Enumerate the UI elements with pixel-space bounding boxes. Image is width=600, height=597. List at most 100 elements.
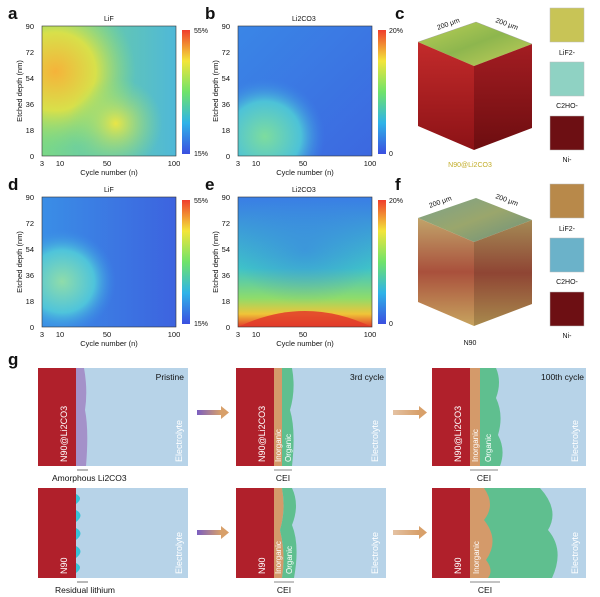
g-p1-caption: Amorphous Li2CO3	[52, 473, 127, 483]
g-p5-inorganic: Inorganic	[274, 541, 283, 574]
xtick: 3	[236, 330, 240, 339]
heatmap-e-cb-min: 0	[389, 321, 393, 328]
heatmap-b-cb-min: 0	[389, 151, 393, 158]
g-p6-cathode: N90	[453, 557, 463, 574]
g-p1-electrolyte: Electrolyte	[174, 420, 184, 462]
cube-f-caption: N90	[464, 340, 477, 347]
panel-label-d: d	[8, 175, 19, 194]
heatmap-d-xlabel: Cycle number (n)	[80, 339, 138, 348]
xtick: 100	[364, 330, 377, 339]
ytick: 72	[26, 48, 34, 57]
ytick: 36	[26, 100, 34, 109]
xtick: 10	[252, 159, 260, 168]
g-p2-header: 3rd cycle	[350, 372, 384, 382]
heatmap-a: LiF 55% 15% 90 72 54 36 18 0 3 10 50 100…	[15, 16, 208, 177]
heatmap-a-title: LiF	[104, 16, 114, 23]
g-p1-header: Pristine	[156, 372, 185, 382]
heatmap-a-xlabel: Cycle number (n)	[80, 168, 138, 177]
ytick: 54	[222, 74, 230, 83]
cube-c-label-c2ho: C2HO-	[556, 103, 578, 110]
g-p3-caption: CEI	[477, 473, 491, 483]
cube-f-dim2: 200 μm	[494, 193, 519, 208]
ytick: 54	[26, 245, 34, 254]
ytick: 90	[26, 193, 34, 202]
g-p2-electrolyte: Electrolyte	[370, 420, 380, 462]
xtick: 100	[168, 159, 181, 168]
xtick: 50	[299, 330, 307, 339]
ytick: 36	[222, 100, 230, 109]
g-p6-electrolyte: Electrolyte	[570, 532, 580, 574]
g-p1-cathode: N90@Li2CO3	[59, 406, 69, 462]
heatmap-e-ylabel: Etched depth (nm)	[211, 231, 220, 293]
cube-c: 200 μm 200 μm N90@Li2CO3 LiF2- C2HO- Ni-	[417, 7, 585, 169]
g-p3-inorganic: Inorganic	[471, 429, 480, 462]
g-p2-inorganic: Inorganic	[274, 429, 283, 462]
xtick: 50	[103, 330, 111, 339]
ytick: 0	[30, 152, 34, 161]
g-p2-organic: Organic	[284, 434, 293, 462]
heatmap-e-title: Li2CO3	[292, 187, 316, 194]
panel-label-a: a	[8, 4, 18, 23]
heatmap-a-cb-min: 15%	[194, 151, 208, 158]
heatmap-b-ylabel: Etched depth (nm)	[211, 60, 220, 122]
panel-label-e: e	[205, 175, 215, 194]
cube-f: 200 μm 200 μm N90 LiF2- C2HO- Ni-	[418, 183, 585, 347]
g-p3-header: 100th cycle	[541, 372, 584, 382]
panel-label-g: g	[8, 350, 19, 369]
ytick: 72	[222, 48, 230, 57]
heatmap-e-xlabel: Cycle number (n)	[276, 339, 334, 348]
xtick: 3	[40, 330, 44, 339]
g-p3-electrolyte: Electrolyte	[570, 420, 580, 462]
g-p2-caption: CEI	[276, 473, 290, 483]
panel-label-f: f	[395, 175, 401, 194]
panel-label-b: b	[205, 4, 216, 23]
ytick: 18	[26, 126, 34, 135]
heatmap-d-cb-max: 55%	[194, 198, 208, 205]
g-p6-inorganic: Inorganic	[472, 541, 481, 574]
ytick: 0	[226, 152, 230, 161]
cube-c-caption: N90@Li2CO3	[448, 162, 492, 169]
ytick: 36	[26, 271, 34, 280]
ytick: 0	[30, 323, 34, 332]
cube-c-label-ni: Ni-	[563, 157, 573, 164]
g-p5-organic: Organic	[285, 546, 294, 574]
heatmap-b: Li2CO3 20% 0 90 72 54 36 18 0 3 10 50 10…	[211, 16, 403, 177]
panel-label-c: c	[395, 4, 405, 23]
g-p4-cathode: N90	[59, 557, 69, 574]
g-p6-caption: CEI	[478, 585, 492, 595]
xtick: 10	[56, 330, 64, 339]
cube-f-label-ni: Ni-	[563, 333, 573, 340]
g-p5-electrolyte: Electrolyte	[370, 532, 380, 574]
cube-c-label-lif: LiF2-	[559, 50, 576, 57]
schematic-row1: Pristine N90@Li2CO3 Electrolyte Amorphou…	[38, 368, 586, 483]
g-p4-electrolyte: Electrolyte	[174, 532, 184, 574]
g-p3-organic: Organic	[484, 434, 493, 462]
xtick: 100	[364, 159, 377, 168]
schematic-row2: N90 Electrolyte Residual lithium N90 Ino…	[38, 488, 586, 595]
heatmap-e-cb-max: 20%	[389, 198, 403, 205]
ytick: 54	[26, 74, 34, 83]
heatmap-d: LiF 55% 15% 90 72 54 36 18 0 3 10 50 100…	[15, 187, 208, 348]
xtick: 10	[252, 330, 260, 339]
xtick: 10	[56, 159, 64, 168]
ytick: 90	[26, 22, 34, 31]
heatmap-b-xlabel: Cycle number (n)	[276, 168, 334, 177]
ytick: 36	[222, 271, 230, 280]
ytick: 18	[222, 297, 230, 306]
g-p5-cathode: N90	[257, 557, 267, 574]
g-p2-cathode: N90@Li2CO3	[257, 406, 267, 462]
heatmap-b-cb-max: 20%	[389, 28, 403, 35]
ytick: 72	[222, 219, 230, 228]
xtick: 50	[103, 159, 111, 168]
xtick: 3	[236, 159, 240, 168]
ytick: 18	[222, 126, 230, 135]
g-p4-caption: Residual lithium	[55, 585, 115, 595]
ytick: 0	[226, 323, 230, 332]
heatmap-d-ylabel: Etched depth (nm)	[15, 231, 24, 293]
g-p5-caption: CEI	[277, 585, 291, 595]
xtick: 100	[168, 330, 181, 339]
heatmap-e: Li2CO3 20% 0 90 72 54 36 18 0 3 10 50 10…	[211, 187, 403, 348]
ytick: 90	[222, 193, 230, 202]
heatmap-b-title: Li2CO3	[292, 16, 316, 23]
